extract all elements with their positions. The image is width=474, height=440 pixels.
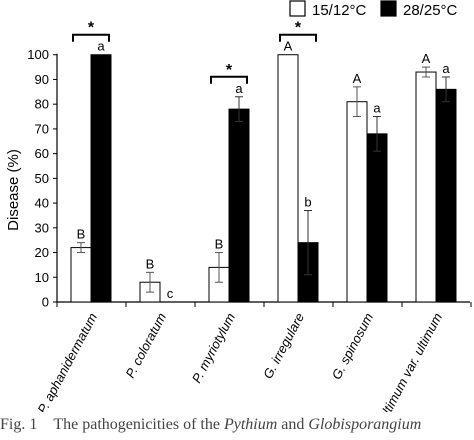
letter-label-0-2: B <box>215 237 224 252</box>
bar-0-5 <box>415 71 437 303</box>
bar-1-2 <box>228 108 250 303</box>
x-tick-label-3: G. irregulare <box>260 310 307 381</box>
bar-1-4 <box>366 133 388 303</box>
letter-label-0-0: B <box>77 227 86 242</box>
letter-label-0-5: A <box>422 51 431 66</box>
x-tick-label-5: G. ultimum var. ultimum <box>368 310 446 412</box>
y-tick-label-90: 90 <box>35 72 49 87</box>
bar-0-4 <box>346 101 368 303</box>
letter-label-1-0: a <box>97 39 105 54</box>
letter-label-1-5: a <box>442 61 450 76</box>
y-tick-label-50: 50 <box>35 171 49 186</box>
letter-label-1-3: b <box>304 195 311 210</box>
significance-bracket-2 <box>279 33 317 42</box>
legend-label-28-25: 28/25°C <box>403 2 458 19</box>
y-tick-label-70: 70 <box>35 121 49 136</box>
letter-label-0-4: A <box>353 71 362 86</box>
y-axis-label: Disease (%) <box>5 149 22 231</box>
y-tick-label-20: 20 <box>35 245 49 260</box>
y-tick-label-60: 60 <box>35 146 49 161</box>
letter-label-1-4: a <box>373 101 381 116</box>
figure-caption: Fig. 1 The pathogenicities of the Pythiu… <box>0 416 474 434</box>
x-tick-label-1: P. coloratum <box>122 310 169 380</box>
letter-label-0-1: B <box>146 256 155 271</box>
letter-label-1-2: a <box>235 81 243 96</box>
bar-0-3 <box>277 54 299 303</box>
x-tick-labels: P. aphanidermatum P. coloratum P. myriotyl… <box>34 310 446 438</box>
bar-1-5 <box>435 88 457 303</box>
legend-label-15-12: 15/12°C <box>312 2 367 19</box>
letter-label-0-3: A <box>284 39 293 54</box>
significance-bracket-1 <box>210 75 248 84</box>
y-tick-label-40: 40 <box>35 196 49 211</box>
y-tick-label-80: 80 <box>35 97 49 112</box>
y-tick-label-30: 30 <box>35 220 49 235</box>
legend-swatch-15-12 <box>289 0 306 17</box>
caption-genus-2: Globisporangium <box>308 416 422 433</box>
significance-bracket-0 <box>72 33 110 42</box>
y-tick-label-10: 10 <box>35 270 49 285</box>
legend-swatch-28-25 <box>380 0 397 17</box>
axes: 0 10 20 30 40 50 60 70 80 90 100 <box>27 47 472 310</box>
legend: 15/12°C 28/25°C <box>289 0 458 19</box>
caption-genus-1: Pythium <box>223 416 278 433</box>
significance-star-0: * <box>88 20 95 37</box>
y-tick-label-0: 0 <box>42 295 49 310</box>
caption-prefix: Fig. 1 <box>0 416 38 433</box>
caption-text: The pathogenicities of the <box>53 416 224 433</box>
letter-label-1-1: c <box>167 286 174 301</box>
caption-and: and <box>277 416 309 433</box>
significance-star-1: * <box>226 62 233 79</box>
x-tick-label-2: P. myriotylum <box>189 310 238 385</box>
significance-star-2: * <box>295 20 302 37</box>
bar-chart: 15/12°C 28/25°C Disease (%) 0 10 20 30 40 50 6… <box>5 0 472 438</box>
y-tick-label-100: 100 <box>27 47 49 62</box>
bar-0-0 <box>70 247 92 303</box>
x-tick-label-0: P. aphanidermatum <box>34 310 100 412</box>
x-tick-label-4: G. spinosum <box>329 310 377 382</box>
bar-1-0 <box>90 54 112 303</box>
